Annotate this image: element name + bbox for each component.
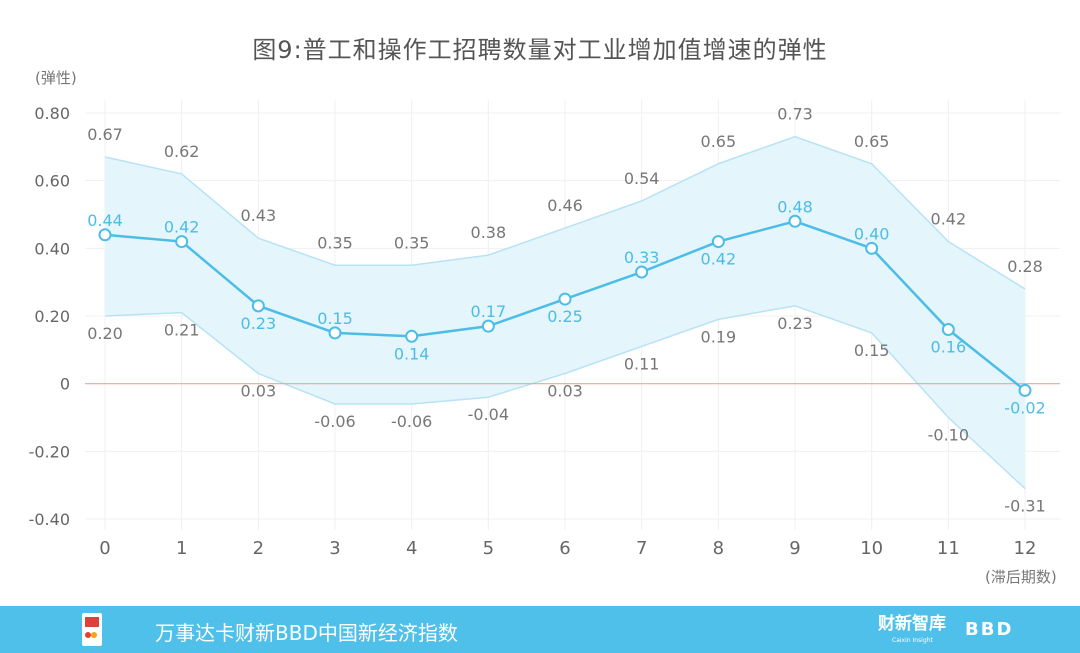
lower-bound-label: 0.23 <box>777 314 813 333</box>
x-tick-label: 9 <box>789 538 800 559</box>
x-tick-label: 7 <box>636 538 647 559</box>
x-tick-label: 12 <box>1014 538 1037 559</box>
estimate-point <box>405 329 419 343</box>
estimate-point <box>175 235 189 249</box>
x-tick-label: 10 <box>860 538 883 559</box>
lower-bound-label: -0.06 <box>314 412 355 431</box>
estimate-line <box>98 214 1032 397</box>
chart-area: 0.44 0.42 0.23 0.15 0.14 0.17 0.25 0.33 0.42 0.48… <box>29 69 1060 586</box>
upper-bound-label: 0.42 <box>931 210 967 229</box>
lower-bound-label: 0.21 <box>164 321 200 340</box>
upper-bound-label: 0.43 <box>241 206 277 225</box>
x-tick-label: 3 <box>329 538 340 559</box>
estimate-label: -0.02 <box>1004 398 1045 417</box>
estimate-label: 0.40 <box>854 224 890 243</box>
upper-bound-label: 0.38 <box>471 223 507 242</box>
estimate-label: 0.25 <box>547 307 583 326</box>
estimate-point <box>98 228 112 242</box>
upper-bound-label: 0.67 <box>87 125 123 144</box>
upper-bound-label: 0.62 <box>164 142 200 161</box>
x-tick-label: 6 <box>559 538 570 559</box>
y-tick-label: -0.40 <box>29 510 70 529</box>
caixin-insight-subtitle: Caixin Insight <box>892 637 933 644</box>
x-tick-label: 2 <box>253 538 264 559</box>
estimate-label: 0.15 <box>317 309 353 328</box>
lower-bound-label: 0.20 <box>87 324 123 343</box>
data-labels: 0.44 0.42 0.23 0.15 0.14 0.17 0.25 0.33 0.42 0.48… <box>87 105 1046 516</box>
estimate-point <box>865 241 879 255</box>
upper-bound-label: 0.35 <box>394 233 430 252</box>
estimate-point <box>711 235 725 249</box>
upper-bound-label: 0.54 <box>624 169 660 188</box>
lower-bound-label: -0.04 <box>468 405 509 424</box>
y-tick-label: 0.80 <box>34 104 70 123</box>
estimate-point <box>481 319 495 333</box>
lower-bound-label: -0.06 <box>391 412 432 431</box>
lower-bound-label: -0.10 <box>928 426 969 445</box>
upper-bound-line <box>104 135 1026 290</box>
estimate-label: 0.42 <box>701 250 737 269</box>
bbd-logo: BBD <box>965 619 1014 640</box>
lower-bound-label: 0.15 <box>854 341 890 360</box>
y-tick-label: 0.40 <box>34 239 70 258</box>
estimate-label: 0.17 <box>471 302 507 321</box>
y-axis-label: (弹性) <box>35 69 77 87</box>
upper-bound-label: 0.35 <box>317 233 353 252</box>
lower-bound-label: 0.03 <box>547 382 583 401</box>
caixin-insight-logo: 财新智库 <box>878 614 946 634</box>
y-tick-label: 0.60 <box>34 172 70 191</box>
estimate-label: 0.16 <box>931 338 967 357</box>
upper-bound-label: 0.73 <box>777 105 813 124</box>
estimate-point <box>328 326 342 340</box>
x-tick-label: 1 <box>176 538 187 559</box>
x-tick-label: 4 <box>406 538 417 559</box>
lower-bound-label: 0.03 <box>241 382 277 401</box>
upper-bound-label: 0.46 <box>547 196 583 215</box>
upper-bound-label: 0.65 <box>854 132 890 151</box>
chart-title: 图9:普工和操作工招聘数量对工业增加值增速的弹性 <box>252 36 828 64</box>
x-axis-label: (滞后期数) <box>985 568 1057 586</box>
upper-bound-label: 0.28 <box>1007 257 1043 276</box>
estimate-point <box>788 214 802 228</box>
estimate-label: 0.23 <box>241 314 277 333</box>
y-tick-label: -0.20 <box>29 442 70 461</box>
lower-bound-label: -0.31 <box>1004 497 1045 516</box>
estimate-point <box>1018 383 1032 397</box>
estimate-label: 0.44 <box>87 211 123 230</box>
estimate-label: 0.33 <box>624 248 660 267</box>
estimate-label: 0.48 <box>777 197 813 216</box>
x-tick-label: 8 <box>713 538 724 559</box>
estimate-label: 0.14 <box>394 344 430 363</box>
lower-bound-label: 0.19 <box>701 327 737 346</box>
x-tick-label: 11 <box>937 538 960 559</box>
estimate-point <box>635 265 649 279</box>
estimate-point <box>558 292 572 306</box>
estimate-label: 0.42 <box>164 218 200 237</box>
footer-bar: 万事达卡财新BBD中国新经济指数 财新智库 Caixin Insight BBD <box>0 606 1080 653</box>
x-tick-label: 5 <box>483 538 494 559</box>
nei-logo <box>82 613 102 646</box>
y-tick-label: 0.20 <box>34 307 70 326</box>
lower-bound-line <box>104 305 1026 490</box>
footer-title: 万事达卡财新BBD中国新经济指数 <box>155 621 458 645</box>
y-tick-label: 0 <box>60 375 70 394</box>
estimate-point <box>251 299 265 313</box>
estimate-point <box>941 323 955 337</box>
lower-bound-label: 0.11 <box>624 354 660 373</box>
x-tick-label: 0 <box>99 538 110 559</box>
upper-bound-label: 0.65 <box>701 132 737 151</box>
